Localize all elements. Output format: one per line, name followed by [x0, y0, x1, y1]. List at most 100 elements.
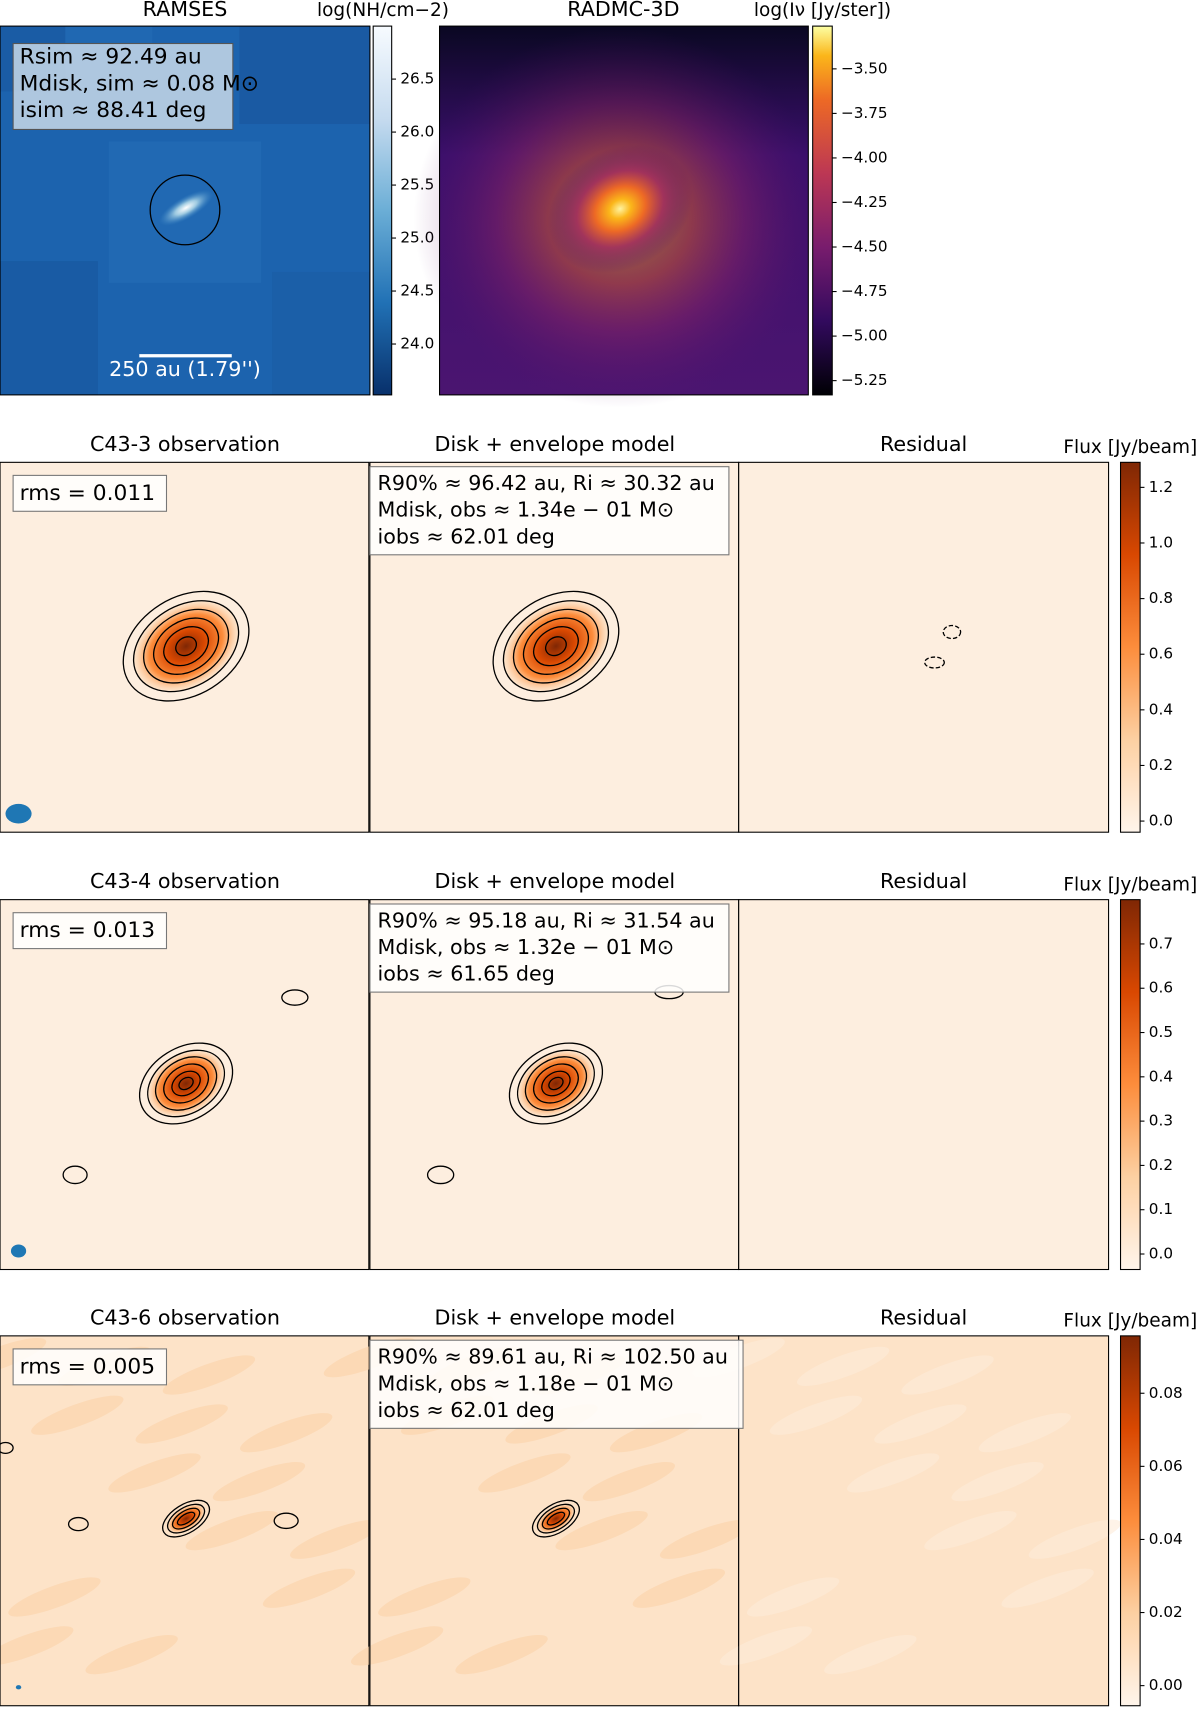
contour: [541, 1507, 571, 1530]
contour: [516, 1049, 595, 1118]
panel-title: RADMC-3D: [567, 0, 679, 21]
noise-streak: [874, 1404, 967, 1444]
annotation-line: isim ≈ 88.41 deg: [20, 98, 207, 123]
colorbar-label: log(Iν [Jy/ster]): [754, 0, 891, 21]
colorbar-tick-label: 0.04: [1149, 1530, 1183, 1548]
annotation-line: Rsim ≈ 92.49 au: [20, 45, 202, 70]
contour: [0, 1441, 14, 1455]
colorbar-tick-label: −5.25: [841, 371, 888, 389]
colorbar: [812, 25, 833, 396]
panel-frame: [0, 25, 371, 396]
contour: [532, 1063, 579, 1104]
contour: [273, 1512, 299, 1530]
rms-label: rms = 0.005: [20, 1354, 155, 1379]
negative-contour: [924, 656, 945, 669]
noise-streak: [135, 1404, 228, 1444]
noise-streak: [769, 1395, 863, 1435]
noise-streak: [746, 1577, 840, 1617]
noise-streak: [796, 1346, 890, 1386]
beam: [10, 1244, 27, 1258]
noise-streak: [847, 1453, 940, 1493]
contour: [544, 636, 567, 657]
noise-streak: [350, 1626, 444, 1666]
colorbar-tick-label: 0.06: [1149, 1457, 1183, 1475]
contour: [132, 600, 240, 693]
colorbar-tick-label: 24.0: [400, 335, 434, 353]
model-box: [369, 1339, 744, 1429]
noise-streak: [555, 1510, 648, 1551]
colorbar-tick-label: −3.75: [841, 104, 888, 122]
panel-title: Disk + envelope model: [435, 869, 676, 893]
colorbar-tick-label: 0.4: [1149, 1067, 1173, 1085]
colorbar-tick-label: 0.00: [1149, 1676, 1183, 1694]
noise-streak: [901, 1355, 994, 1395]
contour: [154, 1056, 218, 1111]
noise-streak: [185, 1510, 278, 1551]
colorbar: [1119, 461, 1141, 833]
noise-streak: [719, 1626, 813, 1666]
colorbar-tick-label: 0.5: [1149, 1023, 1173, 1041]
beam: [15, 1685, 22, 1690]
panel-title: Disk + envelope model: [435, 432, 676, 456]
noise-streak: [1028, 1519, 1121, 1559]
ramses-block: [239, 26, 370, 125]
noise-streak: [212, 1462, 306, 1502]
noise-streak: [824, 1634, 917, 1675]
contour: [62, 1165, 88, 1185]
colorbar-tick-label: 0.8: [1149, 589, 1173, 607]
contour: [166, 1503, 206, 1534]
colorbar-tick-label: −5.00: [841, 327, 888, 345]
contour: [512, 608, 600, 684]
disk-emission: [537, 1504, 575, 1533]
radmc-glow: [547, 144, 693, 274]
contour: [178, 1076, 194, 1091]
flux-image: [738, 899, 1109, 1270]
rms-label: rms = 0.013: [20, 918, 155, 943]
contour: [176, 1511, 196, 1526]
panel-title: RAMSES: [143, 0, 228, 21]
panel-title: Disk + envelope model: [435, 1305, 676, 1329]
colorbar-label: Flux [Jy/beam]: [1063, 875, 1197, 896]
noise-streak: [478, 1453, 571, 1493]
contour: [548, 1076, 564, 1091]
contour: [524, 1056, 588, 1111]
contour: [508, 1042, 604, 1125]
colorbar-tick-label: 1.2: [1149, 478, 1173, 496]
panel-title: C43-4 observation: [90, 869, 280, 893]
colorbar-tick-label: −4.50: [841, 238, 888, 256]
contour: [163, 626, 210, 667]
model-annotation: Mdisk, obs ≈ 1.32e − 01 M⊙: [378, 935, 675, 959]
model-annotation: Mdisk, obs ≈ 1.34e − 01 M⊙: [378, 498, 675, 522]
contour: [502, 600, 610, 693]
noise-streak: [0, 1626, 74, 1666]
noise-streak: [240, 1413, 333, 1453]
contour: [171, 1070, 201, 1097]
contour: [163, 1063, 210, 1104]
noise-streak: [378, 1577, 471, 1617]
colorbar-tick-label: 0.0: [1149, 812, 1173, 830]
colorbar-tick-label: 0.08: [1149, 1384, 1183, 1402]
model-annotation: R90% ≈ 96.42 au, Ri ≈ 30.32 au: [378, 471, 715, 495]
contour: [138, 1042, 234, 1125]
contour: [541, 1070, 571, 1097]
rms-box: [12, 1348, 168, 1386]
model-annotation: iobs ≈ 61.65 deg: [378, 962, 555, 986]
noise-streak: [455, 1634, 548, 1675]
noise-streak: [659, 1519, 753, 1559]
contour: [536, 1503, 576, 1534]
annotation-box: [12, 42, 234, 130]
model-box: [369, 466, 730, 556]
ramses-block: [0, 261, 98, 395]
noise-streak: [632, 1568, 726, 1608]
colorbar-label: Flux [Jy/beam]: [1063, 437, 1197, 458]
contour: [281, 989, 309, 1006]
noise-streak: [85, 1634, 178, 1675]
model-annotation: Mdisk, obs ≈ 1.18e − 01 M⊙: [378, 1371, 675, 1395]
panel-frame: [0, 1335, 370, 1707]
panel-frame: [738, 1335, 1110, 1707]
colorbar-tick-label: 1.0: [1149, 533, 1173, 551]
contour: [122, 590, 250, 702]
noise-streak: [1001, 1568, 1094, 1608]
